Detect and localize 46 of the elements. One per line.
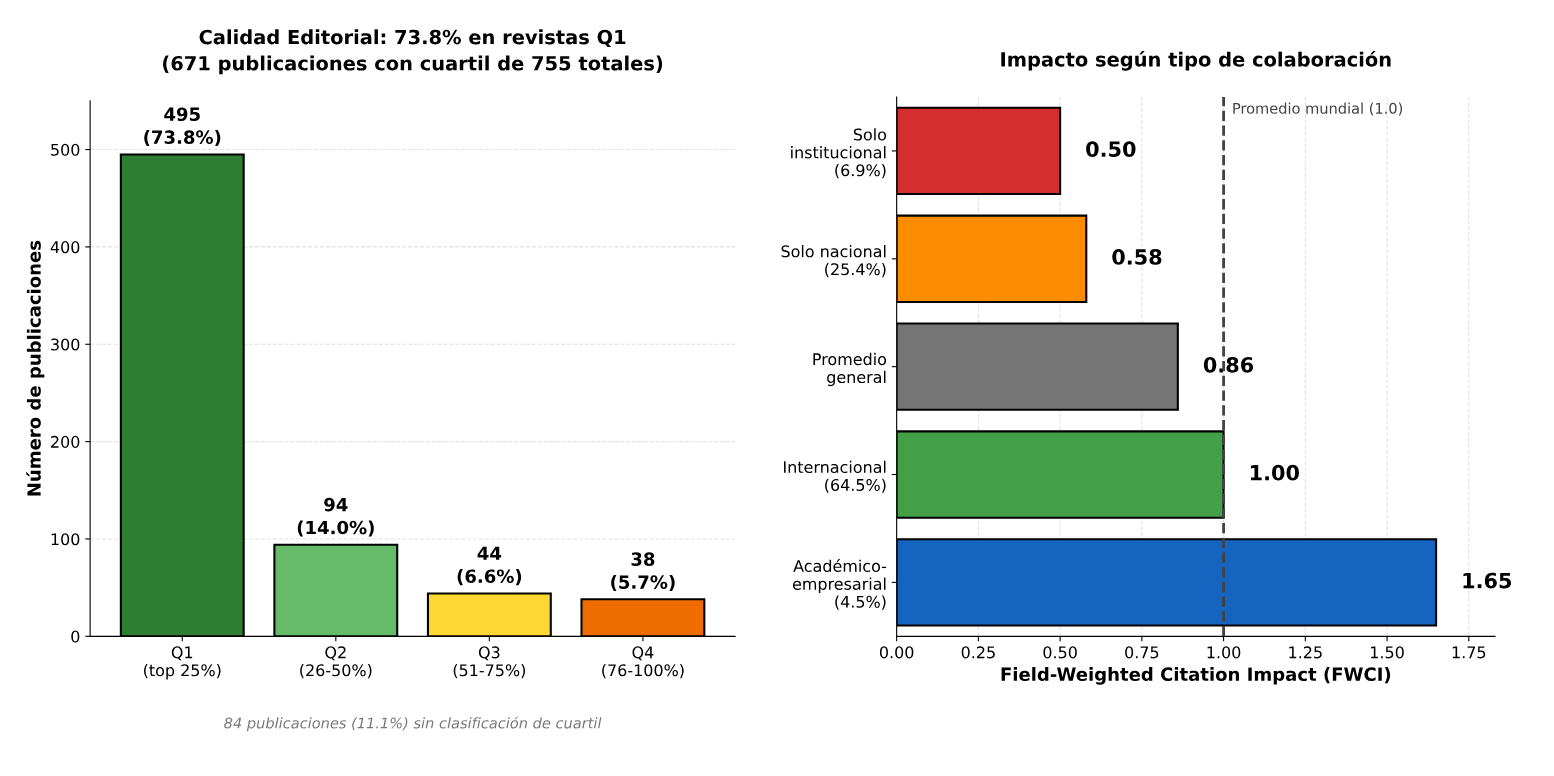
text: 84 publicaciones (11.1%) sin clasificación de cuartil — [224, 716, 602, 732]
x-tick-label: 0.50 — [1043, 646, 1077, 659]
x-tick-label: 1.00 — [1207, 646, 1241, 659]
data-label: 44 (6.6%) — [457, 546, 522, 586]
bar — [896, 214, 1088, 303]
y-tick-label: Internacional (64.5%) — [784, 460, 886, 493]
y-tick-label: 200 — [51, 435, 80, 448]
x-tick-label: 0.75 — [1125, 646, 1159, 659]
ref-line-label: Promedio mundial (1.0) — [1233, 102, 1403, 116]
data-label: 94 (14.0%) — [297, 497, 374, 537]
y-tick-label: 400 — [50, 241, 80, 254]
x-axis-title: Field-Weighted Citation Impact (FWCI) — [1001, 667, 1391, 685]
bar — [896, 106, 1062, 196]
y-tick-label: Solo nacional (25.4%) — [781, 245, 886, 278]
y-tick-label: Académico- empresarial (4.5%) — [792, 559, 887, 610]
bar — [119, 153, 245, 637]
bar — [896, 322, 1179, 411]
data-label: 38 (5.7%) — [611, 552, 675, 592]
x-tick-label: Q2 (26-50%) — [300, 646, 372, 679]
bar — [896, 538, 1438, 627]
x-tick-label: 0.00 — [879, 646, 914, 659]
data-label: 495 (73.8%) — [144, 107, 221, 147]
chart-title: Impacto según tipo de colaboración — [1001, 50, 1391, 71]
x-tick-label: Q1 (top 25%) — [144, 646, 221, 680]
x-tick-label: 1.25 — [1289, 646, 1322, 659]
data-label: 1.00 — [1250, 464, 1299, 481]
bar — [426, 592, 552, 637]
x-tick-label: 1.50 — [1371, 646, 1404, 659]
y-tick-label: Solo institucional (6.9%) — [791, 128, 887, 179]
data-label: 1.65 — [1463, 572, 1512, 589]
chart-title: Calidad Editorial: 73.8% en revistas Q1 (671 publicaciones con cuartil de 755 totales) — [163, 29, 663, 75]
x-tick-label: Q3 (51-75%) — [453, 646, 526, 679]
y-axis-title: Número de publicaciones — [26, 240, 45, 496]
y-tick-label: 300 — [51, 338, 80, 351]
x-tick-label: 0.25 — [961, 646, 995, 659]
bar — [273, 543, 399, 637]
y-tick-label: 0 — [71, 630, 80, 643]
y-tick-label: 100 — [51, 533, 80, 546]
x-tick-label: 1.75 — [1452, 646, 1486, 659]
data-label: 0.50 — [1086, 141, 1136, 157]
bar — [580, 598, 706, 637]
bar — [896, 430, 1225, 519]
y-tick-label: 500 — [51, 143, 80, 156]
y-tick-label: Promedio general — [813, 352, 887, 387]
data-label: 0.58 — [1112, 249, 1162, 265]
x-tick-label: Q4 (76-100%) — [602, 646, 684, 679]
